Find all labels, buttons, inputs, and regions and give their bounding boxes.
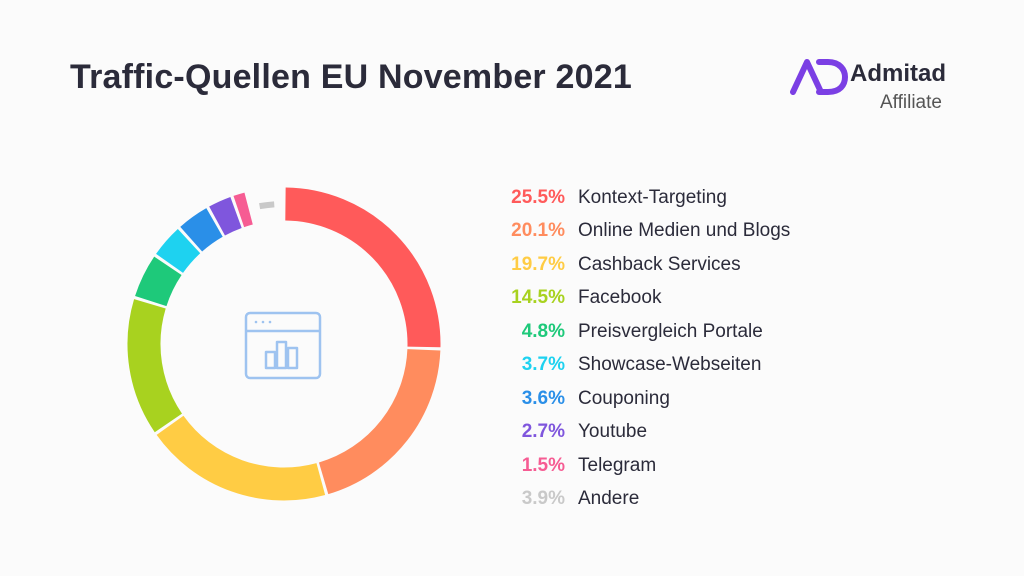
legend-value: 19.7% <box>511 253 565 275</box>
legend-value: 14.5% <box>511 287 565 309</box>
legend-item: 4.8% Preisvergleich Portale <box>497 315 790 349</box>
brand-logo: Admitad Affiliate <box>790 58 965 118</box>
legend-item: 3.9% Andere <box>497 483 790 517</box>
donut-slice-facebook <box>127 299 183 433</box>
donut-slice-showcase-webseiten <box>156 229 201 274</box>
legend-item: 1.5% Telegram <box>497 449 790 483</box>
legend-value: 25.5% <box>511 186 565 208</box>
legend-label: Telegram <box>578 454 657 476</box>
donut-slice-online-medien-und-blogs <box>318 348 441 495</box>
legend-value: 2.7% <box>521 421 565 443</box>
donut-slice-couponing <box>180 208 224 252</box>
legend-value: 3.9% <box>521 488 565 510</box>
legend-item: 3.7% Showcase-Webseiten <box>497 349 790 383</box>
chart-legend: 25.5% Kontext-Targeting 20.1% Online Medien… <box>497 181 790 516</box>
legend-label: Showcase-Webseiten <box>578 354 762 376</box>
donut-slice-andere <box>259 201 275 210</box>
legend-label: Online Medien und Blogs <box>578 220 791 242</box>
legend-value: 3.6% <box>521 387 565 409</box>
legend-label: Couponing <box>578 387 670 409</box>
donut-slice-preisvergleich-portale <box>135 256 182 307</box>
donut-slice-telegram <box>233 192 253 228</box>
legend-label: Facebook <box>578 287 662 309</box>
legend-item: 19.7% Cashback Services <box>497 248 790 282</box>
legend-label: Andere <box>578 488 640 510</box>
legend-value: 1.5% <box>521 454 565 476</box>
legend-value: 20.1% <box>511 220 565 242</box>
legend-label: Kontext-Targeting <box>578 186 727 208</box>
brand-subtitle: Affiliate <box>880 92 942 113</box>
legend-label: Preisvergleich Portale <box>578 320 763 342</box>
legend-item: 20.1% Online Medien und Blogs <box>497 215 790 249</box>
donut-slice-youtube <box>209 196 242 236</box>
admitad-logo-icon <box>790 59 848 95</box>
legend-item: 3.6% Couponing <box>497 382 790 416</box>
legend-item: 14.5% Facebook <box>497 282 790 316</box>
legend-label: Cashback Services <box>578 253 741 275</box>
chart-title: Traffic-Quellen EU November 2021 <box>70 58 632 96</box>
brand-name: Admitad <box>850 60 946 87</box>
donut-slice-cashback-services <box>156 415 326 501</box>
donut-slices <box>127 187 441 501</box>
legend-value: 3.7% <box>521 354 565 376</box>
legend-value: 4.8% <box>521 320 565 342</box>
browser-chart-icon <box>244 311 322 380</box>
legend-label: Youtube <box>578 421 648 443</box>
legend-item: 25.5% Kontext-Targeting <box>497 181 790 215</box>
legend-item: 2.7% Youtube <box>497 416 790 450</box>
donut-slice-kontext-targeting <box>284 187 441 348</box>
